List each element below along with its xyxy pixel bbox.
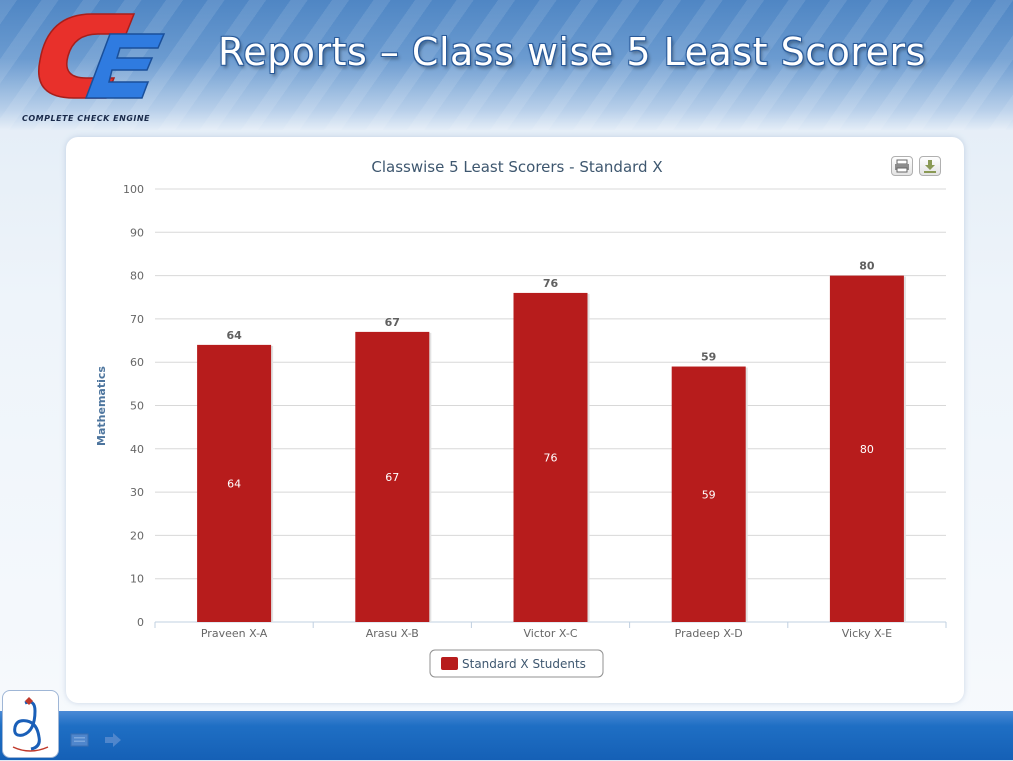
learning-forum-logo bbox=[2, 690, 59, 758]
bar-data-label-top: 64 bbox=[226, 329, 242, 342]
y-tick-label: 100 bbox=[123, 183, 144, 196]
bars: 64 64 67 67 76 76 59 59 80 80 bbox=[197, 260, 906, 622]
chart-title: Classwise 5 Least Scorers - Standard X bbox=[371, 158, 662, 176]
bar[interactable] bbox=[355, 331, 430, 622]
legend[interactable]: Standard X Students bbox=[429, 649, 604, 678]
x-tick-label: Pradeep X-D bbox=[675, 627, 743, 640]
bar-data-label-inside: 64 bbox=[227, 477, 241, 490]
bar[interactable] bbox=[513, 292, 588, 622]
y-tick-label: 80 bbox=[130, 270, 144, 283]
bar-data-label-top: 76 bbox=[543, 277, 559, 290]
header-banner: COMPLETE CHECK ENGINE Reports – Class wi… bbox=[0, 0, 1013, 130]
bar-data-label-inside: 67 bbox=[385, 471, 399, 484]
y-tick-label: 60 bbox=[130, 356, 144, 369]
learning-forum-emblem bbox=[12, 697, 49, 752]
print-button[interactable] bbox=[891, 156, 913, 176]
print-icon bbox=[895, 159, 909, 173]
x-tick-label: Victor X-C bbox=[523, 627, 577, 640]
slides-icon[interactable] bbox=[70, 733, 90, 747]
bar-data-label-top: 80 bbox=[859, 260, 875, 273]
footer-bar bbox=[0, 711, 1013, 760]
bar-data-label-inside: 76 bbox=[544, 451, 558, 464]
legend-swatch bbox=[441, 657, 458, 670]
ce-logo bbox=[38, 13, 166, 99]
legend-box bbox=[429, 649, 604, 678]
y-axis-label: Mathematics bbox=[95, 366, 108, 446]
y-tick-label: 20 bbox=[130, 529, 144, 542]
y-tick-label: 40 bbox=[130, 443, 144, 456]
x-tick-label: Praveen X-A bbox=[201, 627, 268, 640]
logo-caption: COMPLETE CHECK ENGINE bbox=[22, 114, 151, 123]
next-arrow-icon[interactable] bbox=[104, 733, 122, 747]
y-tick-label: 70 bbox=[130, 313, 144, 326]
x-tick-label: Arasu X-B bbox=[366, 627, 419, 640]
page-title: Reports – Class wise 5 Least Scorers bbox=[218, 30, 926, 74]
y-tick-label: 50 bbox=[130, 400, 144, 413]
download-icon bbox=[924, 160, 936, 173]
bar[interactable] bbox=[197, 344, 272, 622]
x-axis-ticks: Praveen X-A Arasu X-B Victor X-C Pradeep X-… bbox=[154, 622, 947, 640]
bar[interactable] bbox=[829, 275, 904, 622]
bar[interactable] bbox=[671, 366, 746, 622]
bar-data-label-top: 59 bbox=[701, 351, 716, 364]
y-tick-label: 10 bbox=[130, 573, 144, 586]
y-tick-label: 30 bbox=[130, 486, 144, 499]
y-axis-ticks: 0 10 20 30 40 50 60 70 80 90 100 bbox=[123, 183, 144, 629]
bar-data-label-top: 67 bbox=[385, 316, 400, 329]
legend-label: Standard X Students bbox=[462, 657, 586, 671]
download-button[interactable] bbox=[919, 156, 941, 176]
bar-data-label-inside: 59 bbox=[702, 488, 716, 501]
bar-data-label-inside: 80 bbox=[860, 443, 874, 456]
y-tick-label: 0 bbox=[137, 616, 144, 629]
x-tick-label: Vicky X-E bbox=[842, 627, 892, 640]
y-tick-label: 90 bbox=[130, 226, 144, 239]
